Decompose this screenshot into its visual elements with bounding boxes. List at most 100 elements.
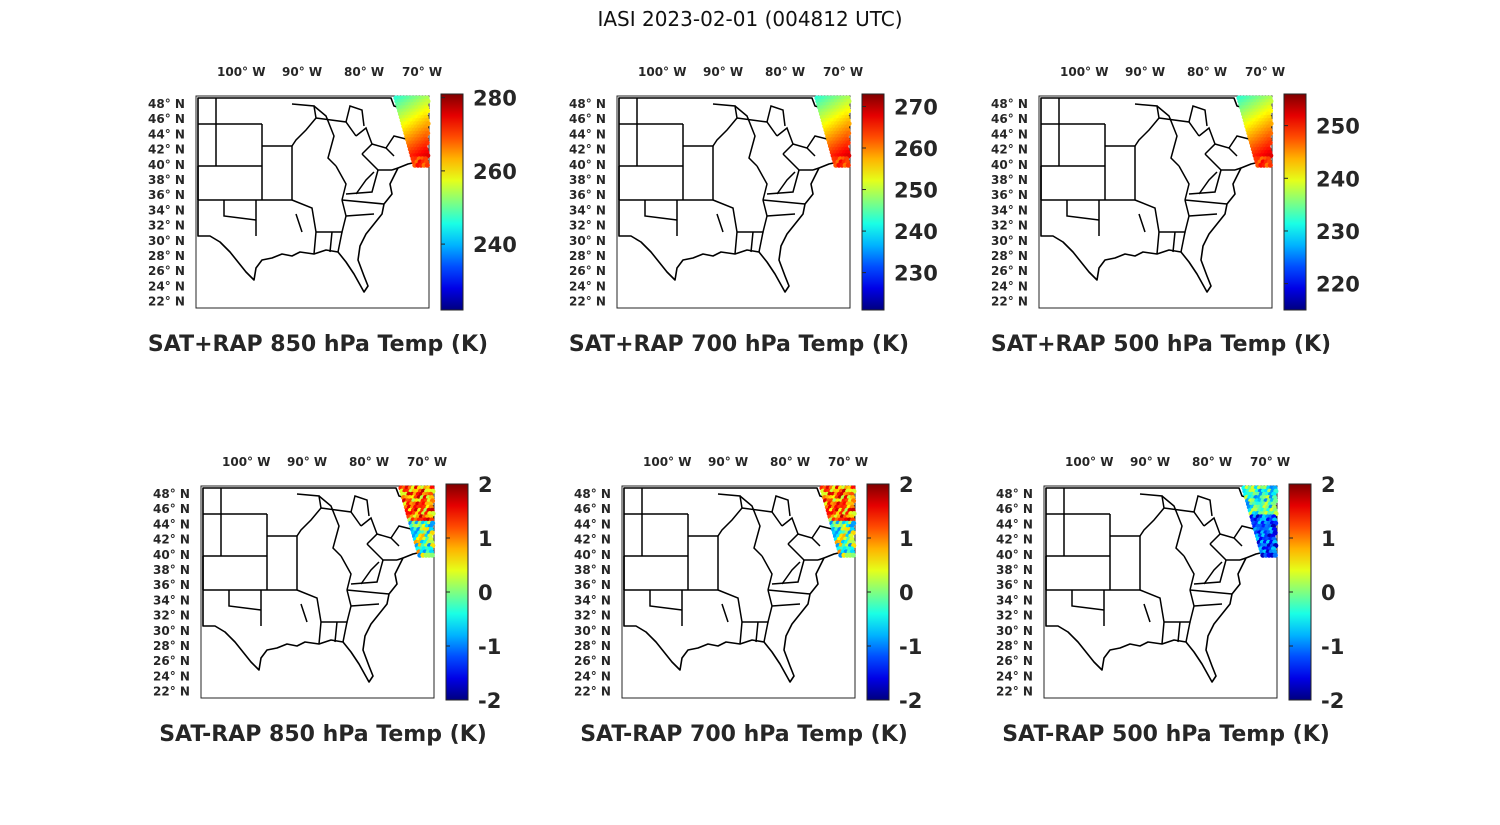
state-boundary <box>1139 493 1165 537</box>
state-boundary <box>316 199 347 233</box>
lat-tick-label: 32° N <box>996 609 1033 623</box>
lat-tick-label: 46° N <box>153 502 190 516</box>
colorbar-tick-label: 1 <box>899 527 914 551</box>
lon-tick-label: 70° W <box>828 455 868 469</box>
lat-tick-label: 36° N <box>569 188 606 202</box>
colorbar-tick-label: 2 <box>1321 473 1336 497</box>
state-boundary <box>1138 213 1146 233</box>
panel-sat-minus-rap-850: 100° W 90° W 80° W 70° W 48° N 46° N 44° N 42° … <box>133 452 553 752</box>
state-boundary <box>812 167 820 171</box>
state-boundary <box>1177 621 1181 643</box>
state-boundary <box>345 169 379 195</box>
lon-tick-label: 100° W <box>217 65 265 79</box>
lat-tick-label: 34° N <box>574 593 611 607</box>
state-boundary <box>1203 516 1221 545</box>
state-boundary <box>766 105 786 127</box>
colorbar-tick-label: 0 <box>1321 581 1336 605</box>
state-boundary <box>1203 561 1223 585</box>
lat-tick-label: 24° N <box>569 279 606 293</box>
lat-tick-label: 40° N <box>148 158 185 172</box>
colorbar-tick-label: 240 <box>1316 167 1360 191</box>
lon-tick-label: 100° W <box>638 65 686 79</box>
colorbar-tick-label: 220 <box>1316 273 1360 297</box>
state-boundary <box>1071 590 1105 611</box>
lat-tick-label: 26° N <box>996 654 1033 668</box>
state-boundary <box>771 603 801 607</box>
colorbar-tick-label: 240 <box>473 233 517 257</box>
obs-point <box>850 552 856 558</box>
obs-point <box>424 162 430 168</box>
lon-tick-label: 80° W <box>344 65 384 79</box>
state-boundary <box>1188 105 1208 127</box>
lon-tick-label: 90° W <box>287 455 327 469</box>
colorbar-tick-label: -1 <box>1321 635 1344 659</box>
state-boundary <box>329 231 333 253</box>
colorbar-tick-label: 2 <box>899 473 914 497</box>
lon-tick-label: 90° W <box>1130 455 1170 469</box>
lon-tick-label: 100° W <box>222 455 270 469</box>
lat-tick-label: 48° N <box>153 487 190 501</box>
lat-tick-label: 32° N <box>569 219 606 233</box>
lat-tick-label: 42° N <box>148 143 185 157</box>
lat-tick-label: 38° N <box>991 173 1028 187</box>
state-boundary <box>776 126 794 155</box>
lat-tick-label: 24° N <box>991 279 1028 293</box>
state-boundary <box>296 493 322 537</box>
state-boundary <box>291 199 317 255</box>
colorbar-tick-label: -1 <box>478 635 501 659</box>
colorbar-tick-label: 250 <box>894 179 938 203</box>
lat-tick-label: 44° N <box>996 517 1033 531</box>
lat-tick-label: 38° N <box>153 563 190 577</box>
lon-tick-label: 80° W <box>765 65 805 79</box>
lat-tick-label: 42° N <box>574 533 611 547</box>
state-boundary <box>758 231 764 253</box>
state-boundary <box>1143 603 1151 623</box>
state-boundary <box>1180 231 1186 253</box>
colorbar-tick-label: 1 <box>478 527 493 551</box>
state-boundary <box>1134 199 1160 255</box>
map-svg-sat-minus-rap-700: 100° W 90° W 80° W 70° W 48° N46° N44° N 42° … <box>574 455 922 713</box>
lat-tick-label: 26° N <box>153 654 190 668</box>
lat-tick-label: 44° N <box>148 127 185 141</box>
lat-tick-label: 36° N <box>991 188 1028 202</box>
lat-tick-label: 30° N <box>991 234 1028 248</box>
panel-label: SAT+RAP 500 hPa Temp (K) <box>990 332 1332 357</box>
state-boundary <box>776 171 796 195</box>
map-frame <box>621 485 856 699</box>
lat-tick-label: 38° N <box>569 173 606 187</box>
lat-tick-label: 22° N <box>574 685 611 699</box>
panel-sat-minus-rap-700: 100° W 90° W 80° W 70° W 48° N 46° N 44° N 42° … <box>554 452 974 752</box>
lat-tick-label: 24° N <box>153 669 190 683</box>
lat-tick-label: 28° N <box>153 639 190 653</box>
state-boundary <box>342 621 348 643</box>
lat-tick-label: 48° N <box>991 97 1028 111</box>
lat-tick-label: 24° N <box>148 279 185 293</box>
state-boundary <box>1183 555 1195 591</box>
state-boundary <box>345 105 365 127</box>
lat-tick-label: 40° N <box>153 548 190 562</box>
colorbar-tick-label: -2 <box>1321 689 1344 713</box>
lat-tick-label: 26° N <box>574 654 611 668</box>
lat-tick-label: 28° N <box>574 639 611 653</box>
lat-tick-label: 40° N <box>569 158 606 172</box>
state-boundary <box>771 495 791 517</box>
colorbar <box>861 93 885 311</box>
state-boundary <box>1188 213 1218 217</box>
lat-tick-label: 46° N <box>991 112 1028 126</box>
state-boundary <box>396 557 404 561</box>
state-boundary <box>1156 105 1180 167</box>
map-svg-sat-rap-500: 100° W 90° W 80° W 70° W 48° N46° N44° N 42° … <box>991 65 1360 311</box>
colorbar-tick-label: 280 <box>473 87 517 111</box>
state-boundary <box>391 167 399 171</box>
lon-tick-label: 90° W <box>703 65 743 79</box>
lat-tick-label: 38° N <box>996 563 1033 577</box>
lat-tick-label: 28° N <box>991 249 1028 263</box>
lat-tick-label: 42° N <box>569 143 606 157</box>
state-boundary <box>1159 199 1190 233</box>
state-boundary <box>360 516 378 545</box>
lat-tick-label: 38° N <box>574 563 611 577</box>
state-boundary <box>1134 103 1160 147</box>
state-boundary <box>318 495 342 557</box>
state-boundary <box>755 621 759 643</box>
lon-tick-label: 100° W <box>1065 455 1113 469</box>
